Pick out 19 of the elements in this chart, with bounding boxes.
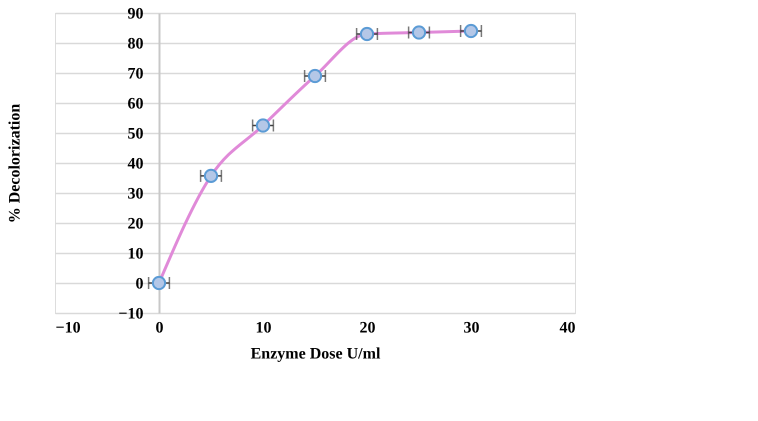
y-tick-label: 30 [128, 186, 144, 202]
x-tick-label: 10 [256, 320, 272, 336]
y-tick-label: 10 [128, 246, 144, 262]
y-tick-label: 90 [128, 6, 144, 22]
y-tick-label: 60 [128, 96, 144, 112]
x-axis-title: Enzyme Dose U/ml [250, 346, 381, 362]
y-tick-label: 80 [128, 36, 144, 52]
x-tick-label: 20 [360, 320, 376, 336]
y-tick-label: 0 [136, 276, 144, 292]
x-tick-label: −10 [56, 320, 81, 336]
y-tick-label: 20 [128, 216, 144, 232]
y-tick-label: 40 [128, 156, 144, 172]
y-axis-title: % Decolorization [6, 104, 24, 224]
x-tick-label: 40 [560, 320, 576, 336]
y-tick-label: 50 [128, 126, 144, 142]
y-tick-label: −10 [118, 306, 144, 322]
y-tick-label: 70 [128, 66, 144, 82]
x-tick-label: 30 [464, 320, 480, 336]
x-tick-label: 0 [156, 320, 164, 336]
